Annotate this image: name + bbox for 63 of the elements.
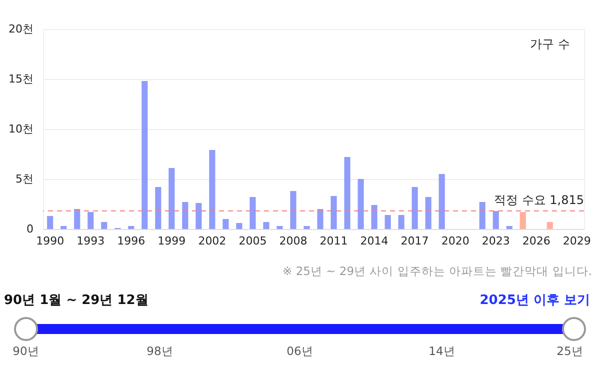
x-tick-label: 2023: [482, 234, 510, 248]
y-tick-label: 0: [26, 222, 34, 236]
bar: [142, 81, 148, 229]
x-tick-label: 1996: [117, 234, 146, 248]
y-axis-title: 가구 수: [530, 37, 570, 51]
bar: [222, 219, 229, 229]
text: 2025년 이후 보기: [480, 292, 590, 309]
x-tick-label: 2017: [400, 234, 429, 248]
bar: [47, 216, 54, 229]
x-tick-label: 2029: [562, 234, 591, 248]
text: 06년: [286, 344, 314, 359]
text: 98년: [146, 344, 174, 359]
text: ※ 25년 ~ 29년 사이 입주하는 아파트는 빨간막대 입니다.: [282, 264, 592, 279]
bar: [250, 197, 256, 229]
y-tick-label: 15천: [8, 72, 34, 86]
x-tick-label: 1990: [36, 234, 64, 248]
bar: [371, 205, 378, 229]
ref-line-label: 적정 수요 1,815: [494, 192, 584, 207]
bar: [236, 223, 242, 229]
bar: [196, 203, 202, 229]
text: 90년: [12, 344, 40, 359]
bar: [168, 168, 175, 229]
x-tick-label: 2026: [522, 234, 550, 248]
bar: [276, 226, 283, 229]
x-tick-label: 2020: [441, 234, 470, 248]
bar: [546, 222, 553, 229]
bar: [290, 191, 296, 229]
bar: [479, 202, 486, 229]
x-tick-label: 2002: [198, 234, 226, 248]
bar: [438, 174, 445, 229]
bar: [506, 226, 512, 229]
bar: [317, 209, 324, 229]
bar: [412, 187, 418, 229]
bar: [492, 211, 499, 229]
bar: [384, 215, 391, 229]
x-tick-label: 2005: [238, 234, 267, 248]
bar: [155, 187, 162, 229]
bar: [128, 226, 134, 229]
bar: [209, 150, 216, 229]
bar: [263, 222, 270, 229]
bar: [344, 157, 350, 229]
bar: [74, 209, 80, 229]
bar: [398, 215, 404, 229]
bar: [304, 226, 310, 229]
bar: [425, 197, 432, 229]
bar: [330, 196, 337, 229]
y-tick-label: 10천: [8, 122, 34, 136]
bar: [101, 222, 108, 229]
x-tick-label: 1993: [76, 234, 105, 248]
y-tick-label: 5천: [16, 172, 34, 186]
x-tick-label: 2008: [279, 234, 308, 248]
bar: [182, 202, 188, 229]
x-tick-label: 2011: [320, 234, 348, 248]
text: 90년 1월 ~ 29년 12월: [4, 292, 148, 309]
text: 25년: [556, 344, 584, 359]
y-tick-label: 20천: [8, 22, 34, 36]
bar: [60, 226, 67, 229]
bar: [520, 212, 526, 229]
x-tick-label: 2014: [360, 234, 388, 248]
text: 14년: [428, 344, 456, 359]
x-tick-label: 1999: [158, 234, 186, 248]
bar: [88, 212, 94, 229]
bar: [358, 179, 364, 229]
